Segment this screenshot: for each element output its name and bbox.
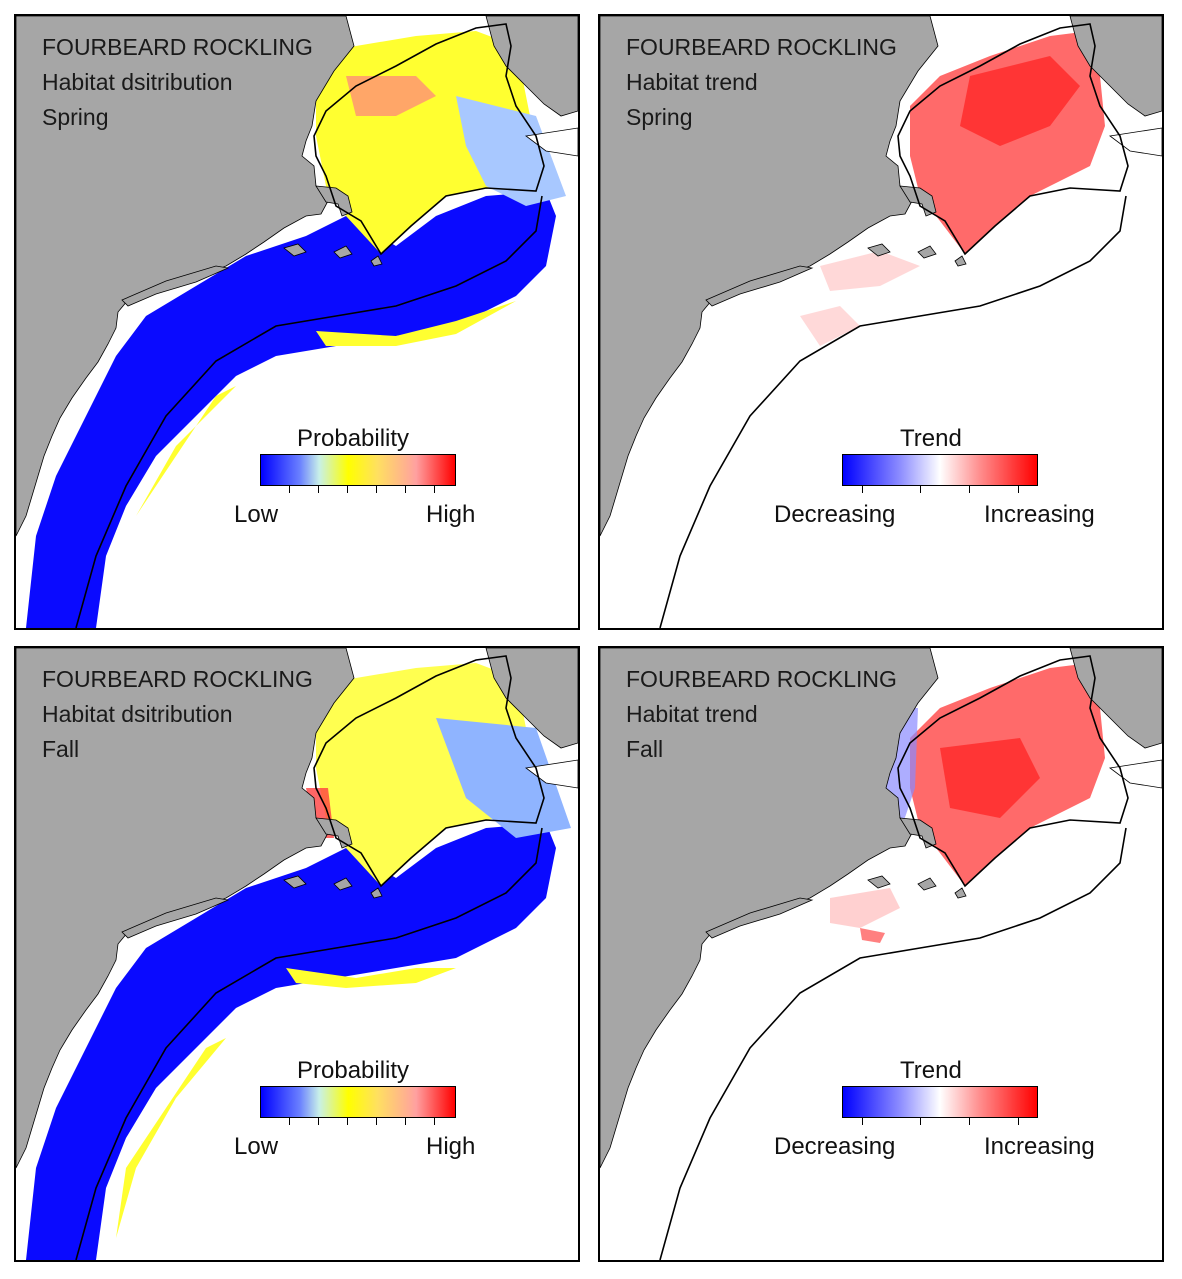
habitat-map [600, 648, 1162, 1260]
map-type-label: Habitat dsitribution [42, 701, 233, 727]
season-label: Spring [42, 104, 109, 130]
map-panel-fall-trend: FOURBEARD ROCKLING Habitat trend Fall Tr… [598, 646, 1164, 1262]
map-type-label: Habitat trend [626, 69, 758, 95]
season-label: Spring [626, 104, 693, 130]
map-panel-spring-trend: FOURBEARD ROCKLING Habitat trend Spring … [598, 14, 1164, 630]
map-panel-fall-distribution: FOURBEARD ROCKLING Habitat dsitribution … [14, 646, 580, 1262]
species-name: FOURBEARD ROCKLING [626, 666, 897, 692]
species-name: FOURBEARD ROCKLING [42, 666, 313, 692]
habitat-map [600, 16, 1162, 628]
season-label: Fall [42, 736, 80, 762]
habitat-map [16, 16, 578, 628]
map-type-label: Habitat trend [626, 701, 758, 727]
species-name: FOURBEARD ROCKLING [42, 34, 313, 60]
map-type-label: Habitat dsitribution [42, 69, 233, 95]
species-name: FOURBEARD ROCKLING [626, 34, 897, 60]
map-panel-spring-distribution: FOURBEARD ROCKLING Habitat dsitribution … [14, 14, 580, 630]
habitat-map [16, 648, 578, 1260]
season-label: Fall [626, 736, 664, 762]
